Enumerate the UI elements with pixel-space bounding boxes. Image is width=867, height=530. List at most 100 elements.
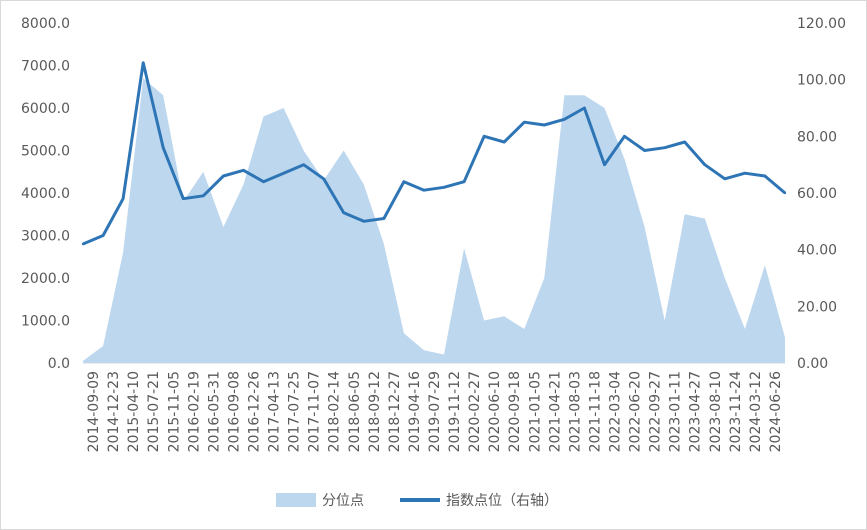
x-tick-label: 2018-02-14 — [327, 371, 343, 452]
x-tick-label: 2021-01-05 — [527, 371, 543, 452]
index-point — [442, 186, 446, 189]
x-tick-label: 2017-11-07 — [307, 371, 323, 452]
right-tick-label: 100.00 — [797, 73, 846, 89]
index-point — [503, 140, 506, 144]
x-tick-label: 2023-04-27 — [688, 371, 704, 452]
left-axis-ticks: 0.0 1000.0 2000.0 3000.0 4000.0 5000.0 6000.0 7… — [21, 16, 70, 372]
x-tick-label: 2016-09-08 — [226, 371, 242, 452]
x-tick-label: 2023-11-24 — [728, 371, 744, 452]
index-point — [583, 106, 586, 110]
left-tick-label: 3000.0 — [21, 229, 70, 245]
x-tick-label: 2022-06-20 — [628, 371, 644, 452]
index-point — [242, 169, 245, 172]
left-tick-label: 4000.0 — [21, 186, 70, 202]
index-point — [482, 135, 486, 138]
x-tick-label: 2022-03-04 — [608, 371, 624, 452]
x-tick-label: 2019-07-29 — [427, 371, 443, 452]
index-point — [783, 191, 787, 195]
left-tick-label: 0.0 — [48, 356, 70, 372]
index-line — [81, 61, 787, 246]
x-tick-label: 2015-07-21 — [146, 371, 162, 452]
x-tick-label: 2024-03-12 — [748, 371, 764, 452]
x-tick-label: 2021-04-21 — [547, 371, 563, 452]
index-point — [723, 177, 726, 180]
index-point — [222, 174, 225, 178]
x-tick-label: 2021-11-18 — [587, 371, 603, 452]
x-tick-label: 2015-11-05 — [166, 371, 182, 452]
x-tick-label: 2016-02-19 — [186, 371, 202, 452]
left-tick-label: 5000.0 — [21, 144, 70, 160]
index-point — [121, 197, 125, 200]
index-point — [623, 135, 626, 138]
x-tick-label: 2023-08-10 — [708, 371, 724, 452]
index-point — [342, 211, 345, 214]
x-tick-label: 2015-04-10 — [126, 371, 142, 452]
legend: 分位点 指数点位（右轴） — [276, 493, 558, 509]
index-line-path — [82, 61, 786, 246]
index-point — [362, 220, 365, 223]
x-tick-label: 2024-06-26 — [768, 371, 784, 452]
index-point — [603, 163, 606, 166]
x-tick-label: 2016-05-31 — [206, 371, 222, 452]
right-tick-label: 20.00 — [797, 299, 837, 315]
percentile-area-path — [83, 78, 785, 364]
left-tick-label: 8000.0 — [21, 16, 70, 32]
x-tick-label: 2018-09-12 — [367, 371, 383, 452]
legend-area-label: 分位点 — [322, 493, 364, 509]
x-tick-label: 2018-12-27 — [387, 371, 403, 452]
index-point — [462, 180, 466, 183]
legend-area-swatch — [276, 493, 316, 507]
x-tick-label: 2016-12-26 — [246, 371, 262, 452]
index-point — [763, 174, 767, 178]
x-tick-label: 2021-08-03 — [567, 371, 583, 452]
x-tick-label: 2017-04-13 — [267, 371, 283, 452]
left-tick-label: 2000.0 — [21, 271, 70, 287]
percentile-area — [83, 78, 785, 364]
x-tick-label: 2017-07-25 — [287, 371, 303, 452]
index-point — [101, 234, 105, 237]
right-tick-label: 80.00 — [797, 129, 837, 145]
index-point — [322, 177, 325, 180]
right-tick-label: 120.00 — [797, 16, 846, 32]
x-tick-label: 2019-04-16 — [407, 371, 423, 452]
index-point — [683, 140, 686, 144]
index-point — [81, 242, 85, 246]
index-point — [382, 217, 386, 220]
x-tick-label: 2019-11-12 — [447, 371, 463, 452]
x-tick-label: 2018-06-05 — [347, 371, 363, 452]
index-point — [422, 189, 426, 192]
index-point — [663, 146, 666, 149]
right-axis-ticks: 0.00 20.00 40.00 60.00 80.00 100.00 120.00 — [797, 16, 846, 372]
x-tick-label: 2020-09-18 — [507, 371, 523, 452]
right-tick-label: 40.00 — [797, 243, 837, 259]
right-tick-label: 0.00 — [797, 356, 828, 372]
right-tick-label: 60.00 — [797, 186, 837, 202]
x-axis-ticks: 2014-09-09 2014-12-23 2015-04-10 2015-07-21… — [86, 371, 784, 452]
index-point — [182, 197, 185, 200]
index-point — [402, 180, 406, 183]
x-tick-label: 2022-09-27 — [648, 371, 664, 452]
legend-line-label: 指数点位（右轴） — [446, 493, 558, 509]
index-point — [282, 172, 285, 175]
index-point — [543, 123, 546, 127]
x-tick-label: 2014-12-23 — [106, 371, 122, 452]
x-tick-label: 2014-09-09 — [86, 371, 102, 452]
x-tick-label: 2023-01-11 — [668, 371, 684, 452]
left-tick-label: 1000.0 — [21, 314, 70, 330]
index-point — [202, 194, 205, 197]
x-tick-label: 2020-06-10 — [487, 371, 503, 452]
index-point — [142, 61, 145, 64]
left-tick-label: 7000.0 — [21, 59, 70, 75]
x-tick-label: 2020-02-27 — [467, 371, 483, 452]
index-point — [563, 118, 566, 121]
index-point — [302, 163, 305, 166]
index-point — [262, 180, 265, 183]
index-point — [643, 149, 646, 152]
index-point — [743, 172, 747, 175]
left-tick-label: 6000.0 — [21, 101, 70, 117]
index-point — [523, 121, 526, 124]
index-point — [162, 146, 165, 149]
index-point — [703, 163, 706, 166]
